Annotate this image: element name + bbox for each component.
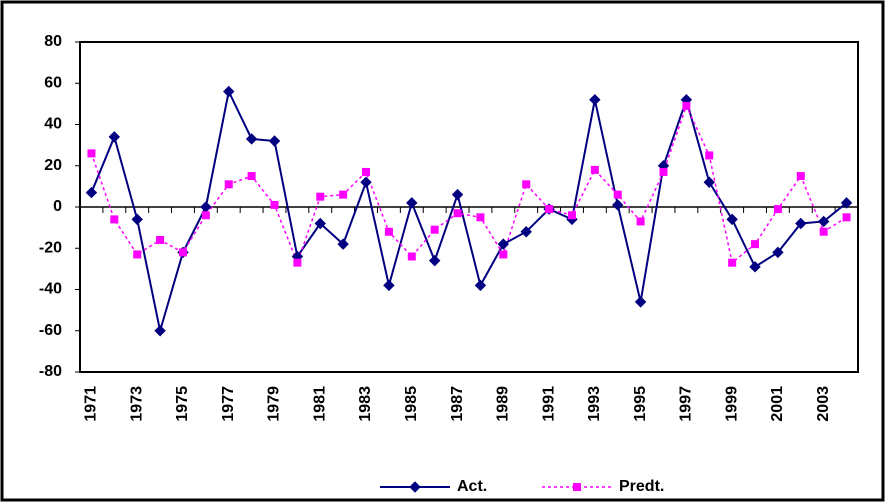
x-tick-label: 1995 bbox=[632, 386, 649, 422]
series-line bbox=[90, 103, 847, 265]
data-point bbox=[590, 165, 599, 174]
data-point bbox=[703, 176, 715, 188]
data-point bbox=[201, 211, 210, 220]
data-point bbox=[453, 209, 462, 218]
data-point bbox=[178, 248, 187, 257]
x-tick-label: 1987 bbox=[449, 386, 466, 422]
data-point bbox=[817, 215, 830, 228]
data-point bbox=[85, 186, 98, 199]
x-tick-label: 1977 bbox=[220, 386, 237, 422]
data-point bbox=[705, 151, 714, 160]
data-point bbox=[474, 279, 487, 292]
data-point bbox=[634, 296, 647, 308]
x-tick-label: 1985 bbox=[403, 386, 420, 422]
data-point bbox=[270, 200, 279, 209]
y-tick-label: 0 bbox=[53, 198, 62, 215]
x-tick-label: 1971 bbox=[83, 386, 100, 422]
data-point bbox=[567, 211, 576, 220]
data-point bbox=[131, 213, 143, 226]
data-point bbox=[428, 254, 441, 267]
y-tick-label: 80 bbox=[44, 33, 62, 50]
data-point bbox=[476, 213, 485, 222]
data-point bbox=[612, 199, 624, 211]
x-tick-label: 2001 bbox=[769, 386, 786, 422]
x-tick-label: 2003 bbox=[815, 386, 832, 422]
data-point bbox=[384, 227, 393, 236]
x-tick-label: 1983 bbox=[357, 386, 374, 422]
data-point bbox=[87, 149, 96, 158]
y-tick-label: 60 bbox=[44, 74, 62, 91]
data-point bbox=[589, 94, 601, 106]
y-tick-label: -40 bbox=[39, 281, 62, 298]
data-point bbox=[383, 279, 395, 292]
x-tick-label: 1991 bbox=[540, 386, 557, 422]
data-point bbox=[337, 238, 349, 250]
x-tick-label: 1975 bbox=[174, 386, 191, 422]
data-point bbox=[726, 213, 738, 226]
data-point bbox=[795, 217, 807, 230]
data-point bbox=[499, 250, 508, 259]
data-point bbox=[659, 167, 668, 176]
y-tick-label: -60 bbox=[39, 322, 62, 339]
data-point bbox=[772, 246, 784, 259]
data-point bbox=[316, 192, 325, 201]
data-point bbox=[819, 227, 828, 236]
data-point bbox=[224, 180, 233, 189]
data-point bbox=[613, 190, 622, 199]
x-tick-label: 1997 bbox=[678, 386, 695, 422]
data-point bbox=[636, 217, 645, 226]
data-point bbox=[314, 217, 326, 230]
y-tick-label: -80 bbox=[39, 363, 62, 380]
data-point bbox=[406, 197, 418, 209]
data-point bbox=[520, 226, 532, 238]
data-point bbox=[362, 167, 371, 176]
data-point bbox=[223, 85, 235, 98]
data-point bbox=[407, 252, 416, 261]
series-line bbox=[90, 88, 848, 332]
x-tick-label: 1979 bbox=[266, 386, 283, 422]
data-point bbox=[773, 205, 782, 214]
data-point bbox=[728, 258, 737, 267]
data-point bbox=[247, 172, 256, 181]
legend-marker bbox=[409, 481, 421, 493]
data-point bbox=[430, 225, 439, 234]
data-point bbox=[545, 205, 554, 214]
x-tick-label: 1993 bbox=[586, 386, 603, 422]
data-point bbox=[796, 172, 805, 181]
data-point bbox=[108, 131, 121, 143]
x-tick-label: 1999 bbox=[723, 386, 740, 422]
data-point bbox=[154, 325, 166, 337]
y-tick-label: -20 bbox=[39, 239, 62, 256]
data-point bbox=[245, 133, 258, 145]
data-point bbox=[522, 180, 531, 189]
legend-marker bbox=[573, 483, 581, 491]
data-point bbox=[840, 197, 853, 209]
data-point bbox=[682, 101, 691, 110]
data-point bbox=[451, 188, 464, 201]
data-point bbox=[497, 238, 510, 250]
legend-label: Act. bbox=[457, 478, 487, 495]
data-point bbox=[110, 215, 119, 224]
data-point bbox=[156, 236, 165, 244]
x-tick-label: 1989 bbox=[495, 386, 512, 422]
legend-label: Predt. bbox=[619, 478, 664, 495]
data-point bbox=[749, 261, 761, 273]
y-tick-label: 20 bbox=[44, 157, 62, 174]
x-tick-label: 1981 bbox=[311, 386, 328, 422]
data-point bbox=[133, 250, 142, 259]
y-tick-label: 40 bbox=[44, 116, 62, 133]
data-point bbox=[339, 190, 348, 199]
x-tick-label: 1973 bbox=[128, 386, 145, 422]
data-point bbox=[751, 240, 760, 249]
data-point bbox=[360, 176, 372, 188]
data-point bbox=[842, 213, 851, 222]
data-point bbox=[268, 135, 281, 147]
data-point bbox=[293, 258, 302, 267]
